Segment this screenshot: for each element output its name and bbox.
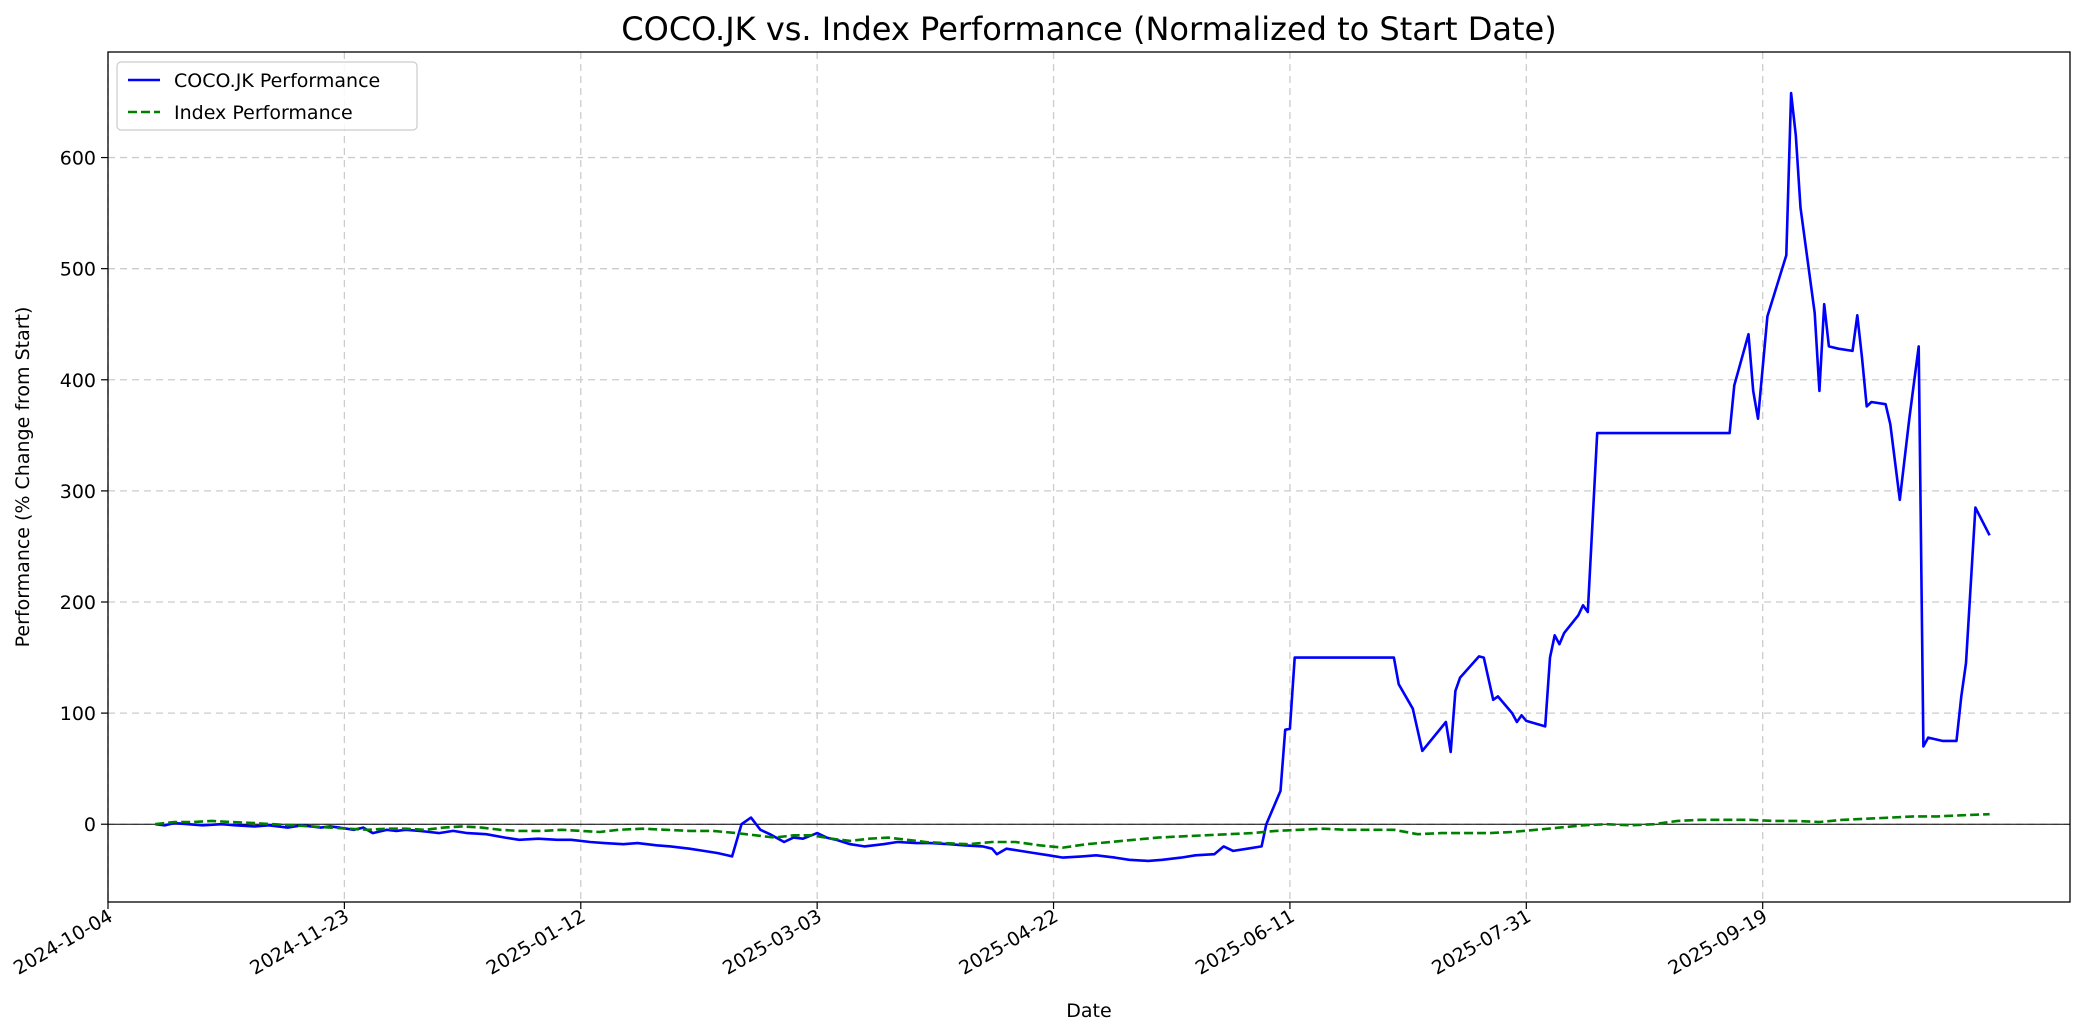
x-tick-label: 2024-11-23 (246, 905, 353, 979)
y-tick-label: 200 (60, 592, 96, 614)
series-lines (155, 91, 1991, 863)
legend-box (116, 61, 418, 131)
x-tick-label: 2025-01-12 (483, 905, 590, 979)
y-tick-label: 500 (60, 259, 96, 281)
x-tick-label: 2025-06-11 (1192, 905, 1299, 979)
legend-label-coco: COCO.JK Performance (174, 70, 380, 92)
series-line-coco (155, 91, 1991, 863)
x-axis-ticks: 2024-10-04 2024-11-23 2025-01-12 2025-03-03… (10, 902, 1771, 980)
y-tick-label: 0 (84, 814, 96, 836)
x-tick-label: 2025-07-31 (1428, 905, 1535, 979)
gridlines (107, 52, 2070, 902)
plot-frame (107, 51, 2071, 903)
y-tick-label: 300 (60, 481, 96, 503)
y-tick-label: 600 (60, 148, 96, 170)
x-axis-title: Date (1066, 1000, 1111, 1022)
y-tick-label: 100 (60, 703, 96, 725)
y-tick-label: 400 (60, 370, 96, 392)
x-tick-label: 2025-09-19 (1665, 905, 1772, 979)
chart-title: COCO.JK vs. Index Performance (Normalize… (621, 10, 1556, 48)
y-axis-title: Performance (% Change from Start) (12, 307, 34, 648)
legend: COCO.JK Performance Index Performance (116, 61, 418, 131)
series-line-index (155, 812, 1990, 849)
x-tick-label: 2024-10-04 (10, 905, 117, 979)
legend-label-index: Index Performance (174, 102, 353, 124)
y-axis-ticks: 0 100 200 300 400 500 600 (60, 148, 108, 836)
x-tick-label: 2025-03-03 (719, 905, 826, 979)
x-tick-label: 2025-04-22 (955, 905, 1062, 979)
